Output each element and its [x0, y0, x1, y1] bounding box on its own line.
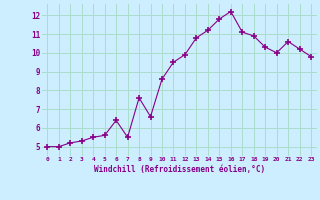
X-axis label: Windchill (Refroidissement éolien,°C): Windchill (Refroidissement éolien,°C) — [94, 165, 265, 174]
